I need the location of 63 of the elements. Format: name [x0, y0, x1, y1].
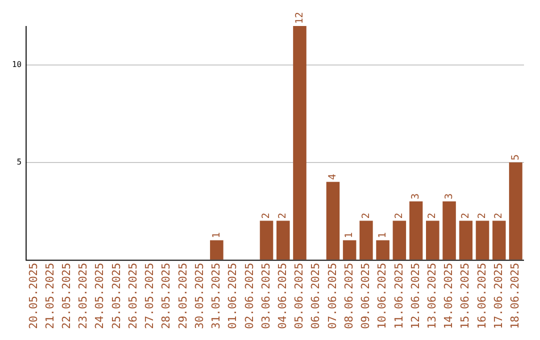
data-label: 1: [344, 232, 356, 238]
x-tick-label: 16.06.2025: [475, 262, 488, 330]
bar: [293, 26, 306, 260]
data-label: 1: [211, 232, 222, 238]
bar: [392, 220, 406, 260]
data-label: 12: [294, 12, 306, 24]
x-tick-label: 03.06.2025: [259, 262, 272, 330]
y-tick-label: 10: [12, 60, 22, 70]
bar: [326, 182, 340, 260]
bar: [459, 220, 473, 260]
bar: [509, 162, 522, 260]
x-tick-label: 31.05.2025: [210, 262, 223, 330]
data-label: 4: [328, 174, 339, 180]
x-tick-label: 05.06.2025: [292, 262, 306, 330]
x-tick-label: 18.06.2025: [508, 262, 522, 330]
bar: [276, 220, 290, 260]
bar: [442, 201, 456, 260]
x-tick-label: 17.06.2025: [492, 262, 505, 330]
x-tick-label: 07.06.2025: [326, 262, 339, 330]
bar: [492, 220, 506, 260]
x-tick-label: 12.06.2025: [408, 262, 422, 330]
bar: [210, 240, 224, 260]
bar: [376, 240, 390, 260]
bar: [360, 220, 373, 260]
data-label: 2: [427, 212, 438, 219]
x-tick-label: 01.06.2025: [226, 262, 240, 330]
bar: [342, 240, 356, 260]
x-tick-label: 23.05.2025: [76, 262, 90, 330]
x-tick-label: 04.06.2025: [276, 262, 289, 330]
x-tick-label: 11.06.2025: [392, 262, 406, 330]
data-label: 3: [444, 193, 455, 200]
bar: [476, 220, 490, 260]
x-tick-label: 10.06.2025: [376, 262, 389, 330]
data-label: 5: [510, 154, 522, 160]
x-tick-label: 13.06.2025: [425, 262, 438, 330]
x-tick-label: 08.06.2025: [342, 262, 356, 330]
x-tick-label: 20.05.2025: [26, 262, 40, 330]
x-tick-label: 09.06.2025: [359, 262, 372, 330]
data-label: 2: [360, 212, 372, 219]
bar: [426, 220, 440, 260]
data-label: 2: [460, 212, 472, 219]
x-tick-label: 30.05.2025: [192, 262, 206, 330]
x-tick-label: 26.05.2025: [126, 262, 140, 330]
bar: [409, 201, 423, 260]
data-label: 2: [261, 212, 272, 219]
data-label: 2: [394, 212, 406, 219]
x-tick-label: 24.05.2025: [93, 262, 106, 330]
x-tick-label: 29.05.2025: [176, 262, 190, 330]
x-tick-label: 25.05.2025: [110, 262, 123, 330]
x-tick-label: 22.05.2025: [60, 262, 74, 330]
x-tick-label: 21.05.2025: [43, 262, 56, 330]
data-label: 3: [410, 193, 422, 200]
data-label: 2: [494, 212, 505, 219]
bar: [260, 220, 274, 260]
x-tick-label: 02.06.2025: [242, 262, 256, 330]
x-tick-label: 27.05.2025: [143, 262, 156, 330]
x-tick-label: 15.06.2025: [458, 262, 472, 330]
data-label: 2: [278, 212, 289, 219]
x-tick-label: 14.06.2025: [442, 262, 456, 330]
data-label: 2: [477, 212, 488, 219]
x-tick-label: 28.05.2025: [160, 262, 173, 330]
data-label: 1: [377, 232, 388, 238]
x-tick-label: 06.06.2025: [309, 262, 322, 330]
